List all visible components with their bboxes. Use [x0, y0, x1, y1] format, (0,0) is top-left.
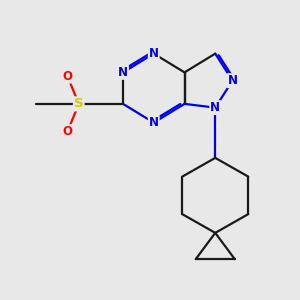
Text: N: N	[118, 66, 128, 79]
Text: O: O	[62, 70, 73, 83]
Text: S: S	[74, 98, 84, 110]
Text: O: O	[62, 125, 73, 138]
Text: N: N	[227, 74, 238, 87]
Text: N: N	[149, 116, 159, 129]
Text: N: N	[149, 47, 159, 60]
Text: N: N	[210, 101, 220, 114]
